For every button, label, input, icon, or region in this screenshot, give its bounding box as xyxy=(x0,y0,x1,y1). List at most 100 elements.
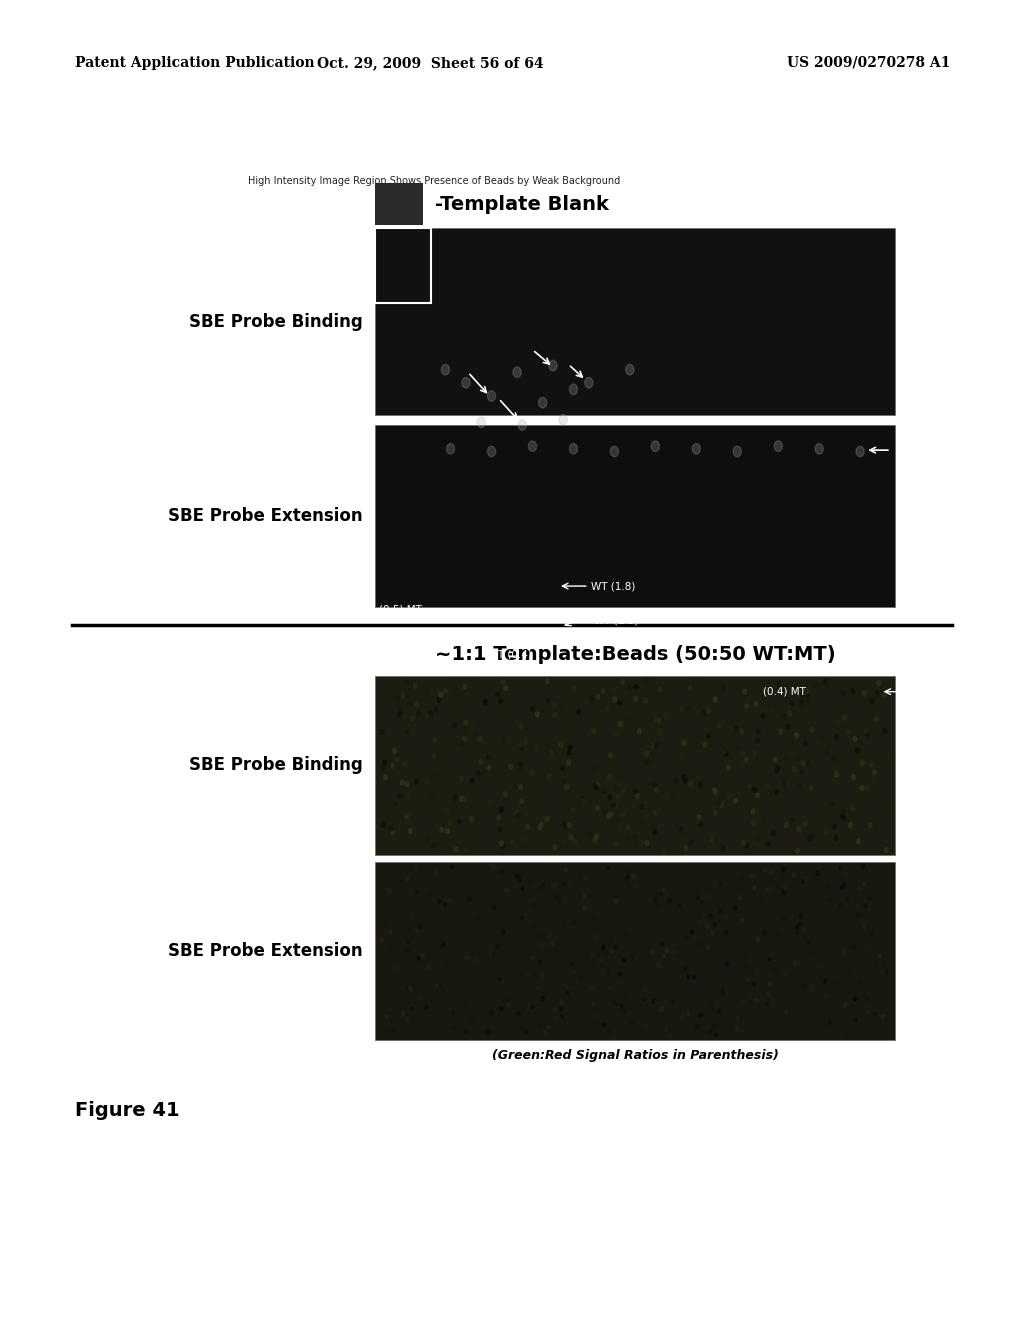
Circle shape xyxy=(871,932,874,936)
Circle shape xyxy=(809,785,813,791)
Circle shape xyxy=(452,1011,455,1015)
Circle shape xyxy=(569,883,572,887)
Circle shape xyxy=(703,742,707,747)
Circle shape xyxy=(569,834,572,840)
Circle shape xyxy=(870,763,873,767)
Circle shape xyxy=(496,945,499,949)
Circle shape xyxy=(851,689,855,694)
Circle shape xyxy=(688,685,692,690)
Circle shape xyxy=(768,982,771,986)
Circle shape xyxy=(594,785,598,789)
Circle shape xyxy=(566,760,570,764)
Circle shape xyxy=(857,760,861,766)
Circle shape xyxy=(412,983,415,987)
Circle shape xyxy=(852,945,855,949)
Circle shape xyxy=(569,384,578,395)
Circle shape xyxy=(478,737,481,741)
Circle shape xyxy=(756,738,760,743)
Circle shape xyxy=(445,829,450,833)
Circle shape xyxy=(460,777,464,781)
Circle shape xyxy=(612,784,615,788)
Circle shape xyxy=(771,966,774,970)
Circle shape xyxy=(717,801,721,807)
Circle shape xyxy=(636,923,639,927)
Circle shape xyxy=(625,932,628,936)
Circle shape xyxy=(685,936,688,940)
Circle shape xyxy=(707,734,711,738)
Circle shape xyxy=(466,956,469,960)
Circle shape xyxy=(553,702,556,708)
Circle shape xyxy=(399,709,402,713)
Circle shape xyxy=(560,766,564,771)
Circle shape xyxy=(595,834,598,840)
Circle shape xyxy=(539,397,547,408)
Circle shape xyxy=(390,763,394,768)
Circle shape xyxy=(743,764,748,768)
Circle shape xyxy=(464,721,468,725)
Circle shape xyxy=(749,956,752,960)
Circle shape xyxy=(800,770,804,775)
Circle shape xyxy=(406,876,409,880)
Circle shape xyxy=(744,965,748,969)
Circle shape xyxy=(776,891,779,895)
Circle shape xyxy=(613,1002,616,1006)
Circle shape xyxy=(652,999,655,1003)
Circle shape xyxy=(460,796,464,801)
Circle shape xyxy=(757,937,760,941)
Circle shape xyxy=(864,904,867,908)
Text: SBE Probe Binding: SBE Probe Binding xyxy=(189,313,362,330)
Text: SBE Probe Extension: SBE Probe Extension xyxy=(168,942,362,960)
Circle shape xyxy=(406,680,409,685)
Circle shape xyxy=(883,693,886,698)
Circle shape xyxy=(390,825,394,830)
Circle shape xyxy=(791,701,794,706)
Circle shape xyxy=(531,884,535,888)
Circle shape xyxy=(783,883,786,887)
Circle shape xyxy=(782,891,785,895)
Circle shape xyxy=(744,843,749,849)
Circle shape xyxy=(602,958,605,962)
Circle shape xyxy=(624,1008,627,1012)
Circle shape xyxy=(794,961,797,965)
Circle shape xyxy=(398,965,401,969)
Circle shape xyxy=(525,824,529,829)
Circle shape xyxy=(618,722,622,726)
Circle shape xyxy=(656,903,659,907)
Circle shape xyxy=(471,723,474,727)
Circle shape xyxy=(434,871,437,875)
Circle shape xyxy=(611,804,615,808)
Circle shape xyxy=(653,783,656,787)
Circle shape xyxy=(584,876,587,880)
Circle shape xyxy=(568,746,571,750)
Circle shape xyxy=(840,1034,843,1038)
Circle shape xyxy=(409,987,412,991)
Circle shape xyxy=(746,977,750,981)
Circle shape xyxy=(384,775,387,780)
Text: WT (1.3): WT (1.3) xyxy=(594,615,638,626)
Circle shape xyxy=(742,689,746,694)
Circle shape xyxy=(438,983,441,987)
Circle shape xyxy=(786,725,790,730)
Circle shape xyxy=(699,1014,702,1018)
Circle shape xyxy=(640,804,644,809)
Circle shape xyxy=(536,711,540,717)
Circle shape xyxy=(678,903,681,907)
Circle shape xyxy=(411,1007,414,1011)
Circle shape xyxy=(714,697,717,702)
Circle shape xyxy=(616,997,620,1001)
Circle shape xyxy=(775,789,778,795)
Circle shape xyxy=(885,847,888,853)
Circle shape xyxy=(835,734,839,739)
Circle shape xyxy=(697,916,700,920)
Circle shape xyxy=(823,821,826,826)
Circle shape xyxy=(517,1011,520,1015)
Bar xyxy=(375,183,423,224)
Circle shape xyxy=(496,701,500,706)
Circle shape xyxy=(541,970,544,974)
Circle shape xyxy=(774,441,782,451)
Circle shape xyxy=(818,965,821,969)
Circle shape xyxy=(593,917,596,921)
Circle shape xyxy=(754,873,757,876)
Circle shape xyxy=(709,913,712,917)
Circle shape xyxy=(393,1028,396,1032)
